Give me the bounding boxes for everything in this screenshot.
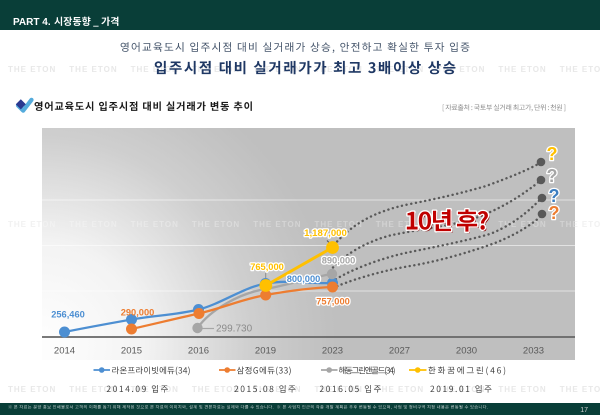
svg-text:THE ETON: THE ETON — [560, 220, 600, 229]
svg-text:THE ETON: THE ETON — [437, 65, 485, 74]
svg-text:2027: 2027 — [389, 346, 410, 357]
svg-text:THE ETON: THE ETON — [253, 220, 301, 229]
svg-text:THE ETON: THE ETON — [498, 385, 546, 394]
svg-text:THE ETON: THE ETON — [192, 220, 240, 229]
svg-text:THE ETON: THE ETON — [8, 385, 56, 394]
svg-text:290,000: 290,000 — [121, 308, 155, 318]
svg-text:THE ETON: THE ETON — [376, 385, 424, 394]
svg-text:2016: 2016 — [188, 346, 209, 357]
svg-text:PART 4.: PART 4. — [13, 17, 51, 28]
svg-text:?: ? — [549, 203, 560, 223]
svg-text:THE ETON: THE ETON — [69, 385, 117, 394]
svg-text:THE ETON: THE ETON — [315, 220, 363, 229]
svg-text:2030: 2030 — [456, 346, 477, 357]
svg-text:THE ETON: THE ETON — [8, 65, 56, 74]
svg-text:890,000: 890,000 — [322, 256, 356, 266]
svg-text:THE ETON: THE ETON — [315, 385, 363, 394]
svg-text:THE ETON: THE ETON — [192, 65, 240, 74]
svg-text:THE ETON: THE ETON — [69, 220, 117, 229]
svg-text:THE ETON: THE ETON — [131, 65, 179, 74]
svg-text:THE ETON: THE ETON — [437, 385, 485, 394]
svg-text:THE ETON: THE ETON — [131, 220, 179, 229]
svg-text:?: ? — [547, 166, 558, 186]
svg-text:765,000: 765,000 — [250, 262, 284, 272]
svg-text:2033: 2033 — [523, 346, 544, 357]
svg-text:THE ETON: THE ETON — [560, 65, 600, 74]
svg-text:THE ETON: THE ETON — [560, 220, 600, 229]
svg-text:THE ETON: THE ETON — [8, 220, 56, 229]
svg-text:1,187,000: 1,187,000 — [304, 228, 347, 239]
svg-text:2015: 2015 — [121, 346, 142, 357]
svg-text:THE ETON: THE ETON — [376, 220, 424, 229]
svg-text:757,000: 757,000 — [316, 297, 350, 307]
svg-text:2023: 2023 — [322, 346, 343, 357]
svg-text:THE ETON: THE ETON — [560, 385, 600, 394]
svg-text:?: ? — [547, 144, 558, 164]
svg-text:2014: 2014 — [54, 346, 75, 357]
svg-text:THE ETON: THE ETON — [253, 385, 301, 394]
svg-text:THE ETON: THE ETON — [8, 220, 56, 229]
svg-text:17: 17 — [580, 407, 588, 414]
svg-text:THE ETON: THE ETON — [253, 65, 301, 74]
svg-text:299.730: 299.730 — [216, 324, 253, 335]
svg-text:256,460: 256,460 — [51, 310, 85, 320]
svg-text:THE ETON: THE ETON — [498, 65, 546, 74]
svg-text:THE ETON: THE ETON — [498, 220, 546, 229]
svg-text:THE ETON: THE ETON — [69, 65, 117, 74]
svg-text:?: ? — [549, 186, 560, 206]
svg-text:THE ETON: THE ETON — [131, 385, 179, 394]
svg-text:THE ETON: THE ETON — [192, 385, 240, 394]
svg-text:800,000: 800,000 — [287, 274, 321, 284]
svg-text:2019: 2019 — [255, 346, 276, 357]
